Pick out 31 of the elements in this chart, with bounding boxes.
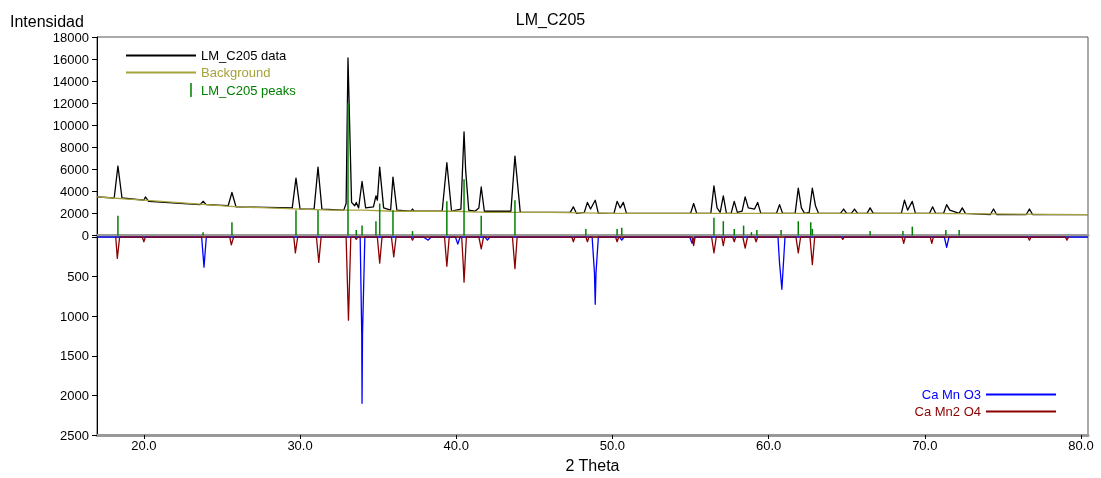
x-tick-label: 70.0: [912, 438, 938, 453]
x-tick-label: 60.0: [755, 438, 782, 453]
y-tick-label: 12000: [52, 95, 89, 111]
y-tick-label: 2500: [60, 427, 89, 443]
y-tick-label: 16000: [52, 51, 89, 67]
y-tick-label: 2000: [60, 205, 89, 221]
text: Ca Mn O3: [921, 387, 981, 402]
y-tick-label: 4000: [60, 183, 89, 199]
chart-title: LM_C205: [515, 10, 586, 29]
x-tick-label: 40.0: [443, 438, 469, 453]
text: Ca Mn2 O4: [914, 404, 981, 419]
x-tick-label: 80.0: [1068, 438, 1094, 453]
y-tick-label: 6000: [60, 161, 89, 177]
y-axis-title: Intensidad: [10, 12, 84, 30]
y-tick-label: 1000: [60, 308, 89, 324]
x-tick-label: 50.0: [599, 438, 626, 453]
x-tick-label: 30.0: [287, 438, 313, 453]
x-axis-title: 2 Theta: [565, 456, 620, 474]
y-tick-label: 500: [67, 269, 89, 285]
text: Background: [201, 65, 271, 80]
x-tick-label: 20.0: [131, 438, 157, 453]
y-tick-label: 1500: [60, 348, 89, 364]
y-tick-label: 10000: [52, 117, 89, 133]
y-tick-label: 14000: [52, 73, 89, 89]
line-series: [96, 196, 1089, 216]
y-tick-label: 18000: [52, 29, 89, 45]
y-tick-label: 0: [81, 228, 89, 243]
y-tick-label: 8000: [60, 139, 89, 155]
y-tick-label: 2000: [60, 387, 89, 403]
text: LM_C205 data: [201, 48, 288, 63]
legend-label: LM_C205 peaks: [201, 82, 297, 98]
